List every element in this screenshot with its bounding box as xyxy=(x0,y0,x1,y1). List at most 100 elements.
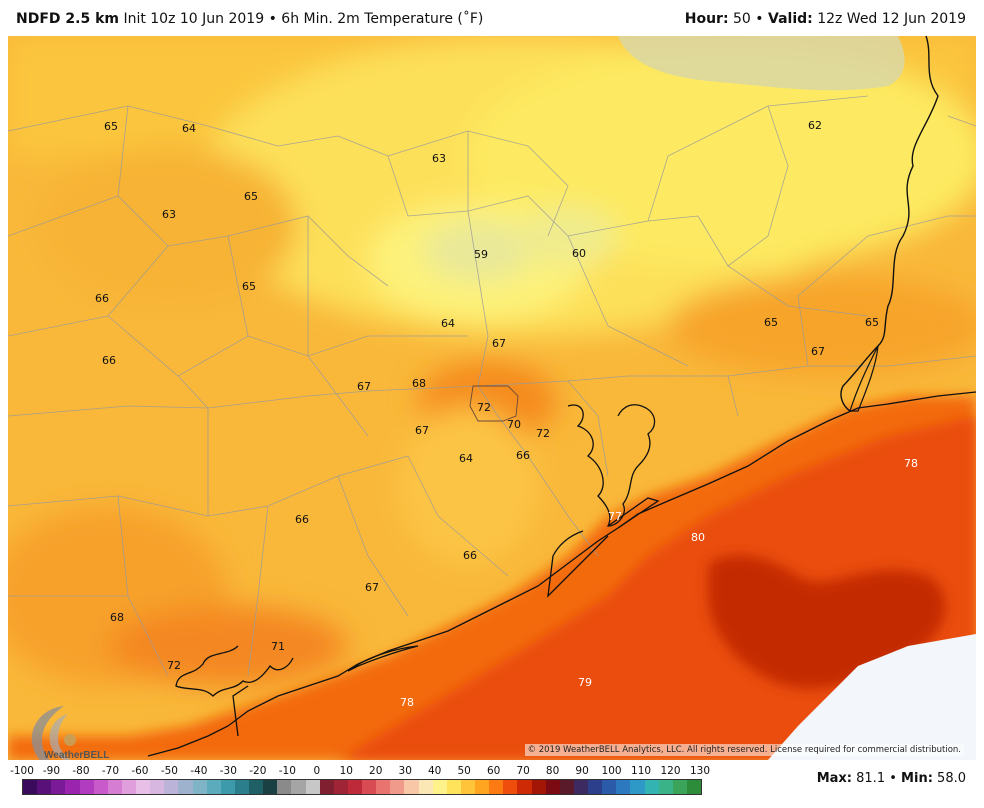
map-title: NDFD 2.5 km Init 10z 10 Jun 2019 • 6h Mi… xyxy=(16,11,483,27)
state-border xyxy=(840,36,939,412)
color-scale-swatch xyxy=(178,780,193,794)
temp-label: 66 xyxy=(95,292,109,305)
color-scale-tick-label: -30 xyxy=(219,765,237,777)
color-scale-tick-label: 80 xyxy=(545,765,560,777)
color-scale-ticks: -100 -90 -80 -70 -60 -50 -40 -30 -20 -10 0 10 20 30 40… xyxy=(0,765,984,779)
temperature-map[interactable]: 65 64 63 65 63 65 66 66 67 68 72 70 72 6… xyxy=(8,36,976,760)
color-scale-tick-label: 60 xyxy=(486,765,501,777)
color-scale-tick-label: 10 xyxy=(339,765,353,777)
color-scale-swatch xyxy=(51,780,66,794)
temp-label: 77 xyxy=(608,510,622,523)
temp-label: 78 xyxy=(904,457,918,470)
temp-label: 64 xyxy=(441,317,455,330)
valid-separator: • xyxy=(755,11,764,27)
hour-label: Hour: xyxy=(684,11,729,27)
color-scale-swatch xyxy=(277,780,292,794)
sabine-lake xyxy=(849,345,879,412)
temp-label: 67 xyxy=(415,424,429,437)
color-scale-swatch xyxy=(545,780,560,794)
valid-label: Valid: xyxy=(768,11,813,27)
color-scale-tick-label: 20 xyxy=(369,765,383,777)
map-header: NDFD 2.5 km Init 10z 10 Jun 2019 • 6h Mi… xyxy=(0,0,984,36)
temp-label: 65 xyxy=(865,316,879,329)
color-scale-tick-label: 70 xyxy=(516,765,530,777)
min-label: Min: xyxy=(901,771,933,786)
model-name: NDFD 2.5 km xyxy=(16,11,119,27)
color-scale-swatch xyxy=(460,780,475,794)
temp-label: 67 xyxy=(492,337,506,350)
init-time: Init 10z 10 Jun 2019 xyxy=(123,11,265,27)
title-separator: • xyxy=(268,11,277,27)
color-scale-swatch xyxy=(630,780,645,794)
temp-label: 65 xyxy=(242,280,256,293)
color-scale-swatch xyxy=(291,780,306,794)
temp-label: 67 xyxy=(365,581,379,594)
county-lines xyxy=(8,95,976,677)
color-scale-swatch xyxy=(362,780,377,794)
temp-label: 63 xyxy=(432,152,446,165)
temp-label: 59 xyxy=(474,248,488,261)
color-scale-swatch xyxy=(446,780,461,794)
color-scale-swatch xyxy=(559,780,574,794)
temp-label: 79 xyxy=(578,676,592,689)
temp-label: 65 xyxy=(244,190,258,203)
color-scale-swatch xyxy=(107,780,122,794)
color-scale-swatch xyxy=(220,780,235,794)
color-scale-swatch xyxy=(517,780,532,794)
color-scale-swatch xyxy=(602,780,617,794)
color-scale-swatch xyxy=(305,780,320,794)
color-scale-swatch xyxy=(489,780,504,794)
temp-label: 66 xyxy=(463,549,477,562)
color-scale-tick-label: -100 xyxy=(10,765,34,777)
temp-label: 66 xyxy=(102,354,116,367)
color-scale-tick-label: -60 xyxy=(131,765,149,777)
max-label: Max: xyxy=(816,771,852,786)
color-scale-swatch xyxy=(418,780,433,794)
temp-label: 67 xyxy=(357,380,371,393)
temp-label: 68 xyxy=(412,377,426,390)
temp-label: 72 xyxy=(477,401,491,414)
color-scale-tick-label: 0 xyxy=(313,765,321,777)
color-scale-swatch xyxy=(192,780,207,794)
color-scale-swatch xyxy=(347,780,362,794)
color-scale-tick-label: -10 xyxy=(278,765,296,777)
temperature-labels: 65 64 63 65 63 65 66 66 67 68 72 70 72 6… xyxy=(95,119,918,709)
no-data-region xyxy=(768,634,976,760)
color-scale-swatch xyxy=(206,780,221,794)
temp-label: 64 xyxy=(459,452,473,465)
color-scale-tick-label: 40 xyxy=(428,765,442,777)
color-scale-swatch xyxy=(658,780,673,794)
color-scale-swatch xyxy=(686,780,701,794)
color-scale-swatch xyxy=(65,780,80,794)
color-scale-tick-label: 130 xyxy=(689,765,711,777)
copyright-notice: © 2019 WeatherBELL Analytics, LLC. All r… xyxy=(524,744,964,756)
color-scale-swatch xyxy=(37,780,52,794)
temp-label: 62 xyxy=(808,119,822,132)
hour-value: 50 xyxy=(733,11,751,27)
color-scale-swatch xyxy=(263,780,278,794)
temp-label: 63 xyxy=(162,208,176,221)
color-scale-tick-label: 30 xyxy=(398,765,412,777)
temp-label: 66 xyxy=(516,449,530,462)
stats-separator: • xyxy=(889,771,897,786)
color-scale-swatch xyxy=(234,780,249,794)
weatherbell-logo: WeatherBELL xyxy=(24,700,116,760)
color-scale-swatch xyxy=(531,780,546,794)
color-scale-tick-label: -50 xyxy=(160,765,178,777)
color-scale-swatch xyxy=(432,780,447,794)
temp-label: 65 xyxy=(764,316,778,329)
color-scale-tick-label: 100 xyxy=(601,765,622,777)
max-min-stats: Max: 81.1 • Min: 58.0 xyxy=(817,771,966,786)
cool-region-ne xyxy=(618,36,905,91)
temp-label: 68 xyxy=(110,611,124,624)
color-scale-swatch xyxy=(503,780,518,794)
product-name: 6h Min. 2m Temperature (˚F) xyxy=(281,11,484,27)
color-scale-swatch xyxy=(672,780,687,794)
color-scale-swatch xyxy=(376,780,391,794)
color-scale-swatch xyxy=(164,780,179,794)
map-canvas: 65 64 63 65 63 65 66 66 67 68 72 70 72 6… xyxy=(8,36,976,760)
color-scale-swatch xyxy=(249,780,264,794)
color-scale-tick-label: 90 xyxy=(575,765,589,777)
color-scale-swatch xyxy=(319,780,334,794)
color-scale-swatch xyxy=(136,780,151,794)
